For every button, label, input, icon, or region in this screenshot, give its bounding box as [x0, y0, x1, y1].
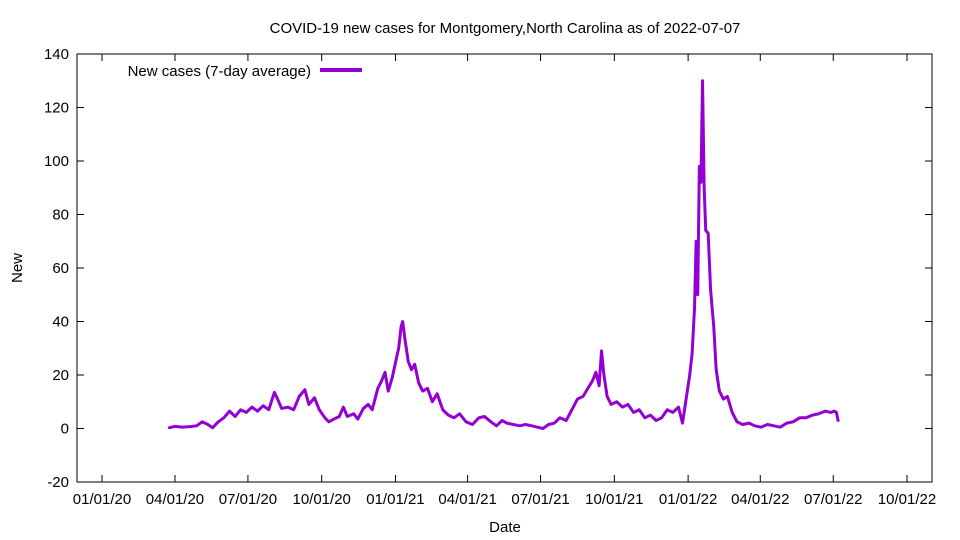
- legend: New cases (7-day average): [128, 63, 362, 80]
- x-tick-label: 04/01/21: [438, 491, 496, 508]
- x-tick-label: 10/01/21: [585, 491, 643, 508]
- x-tick-label: 07/01/21: [511, 491, 569, 508]
- x-axis-label: Date: [489, 519, 521, 536]
- x-tick-label: 01/01/22: [659, 491, 717, 508]
- y-tick-label: -20: [47, 474, 69, 491]
- x-tick-label: 07/01/22: [804, 491, 862, 508]
- y-tick-label: 40: [52, 314, 69, 331]
- y-axis-label: New: [9, 253, 26, 283]
- series-line-new-cases: [167, 79, 840, 430]
- y-axis: -20 0 20 40 60 80 100 120 140: [44, 46, 932, 491]
- legend-label: New cases (7-day average): [128, 63, 311, 80]
- y-tick-label: 60: [52, 260, 69, 277]
- chart-title: COVID-19 new cases for Montgomery,North …: [270, 20, 741, 37]
- y-tick-label: 120: [44, 100, 69, 117]
- x-tick-label: 07/01/20: [219, 491, 277, 508]
- x-tick-label: 01/01/21: [366, 491, 424, 508]
- x-tick-label: 04/01/20: [146, 491, 204, 508]
- y-tick-label: 0: [61, 421, 69, 438]
- x-tick-label: 10/01/22: [878, 491, 936, 508]
- x-tick-label: 10/01/20: [292, 491, 350, 508]
- y-tick-label: 80: [52, 207, 69, 224]
- x-axis: 01/01/20 04/01/20 07/01/20 10/01/20 01/01/21…: [73, 54, 936, 508]
- x-tick-label: 04/01/22: [731, 491, 789, 508]
- x-tick-label: 01/01/20: [73, 491, 131, 508]
- y-tick-label: 20: [52, 367, 69, 384]
- y-tick-label: 140: [44, 46, 69, 63]
- y-tick-label: 100: [44, 153, 69, 170]
